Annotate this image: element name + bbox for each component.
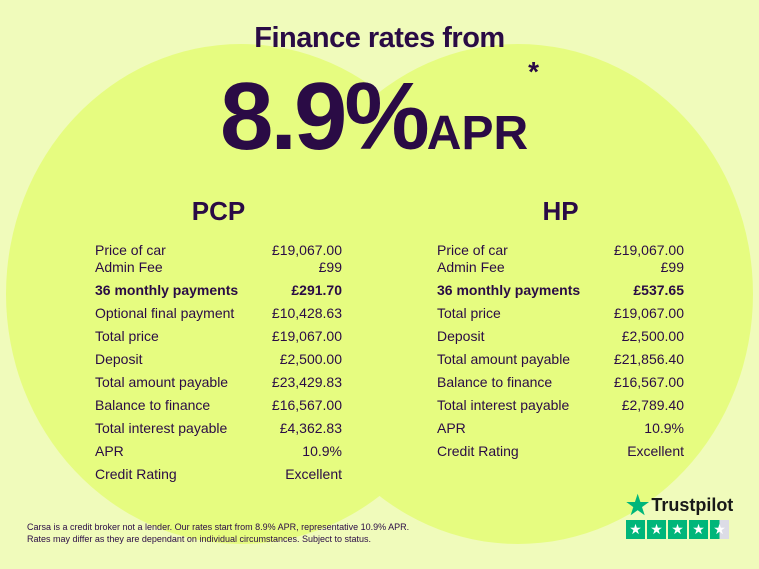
disclaimer-line-1: Carsa is a credit broker not a lender. O… <box>27 522 410 532</box>
hp-title: HP <box>542 196 579 226</box>
row-value: £19,067.00 <box>613 242 684 258</box>
row-label: APR <box>95 443 124 459</box>
row-value: £99 <box>318 259 342 275</box>
row-value: £2,789.40 <box>621 397 684 413</box>
hero-rate: 8.9%APR * <box>0 56 759 172</box>
row-value: 10.9% <box>302 443 342 459</box>
pcp-table: PCP Price of car £19,067.00 Admin Fee £99 36… <box>95 196 342 489</box>
table-row: Total amount payable £23,429.83 <box>95 374 342 391</box>
pcp-title: PCP <box>191 196 246 226</box>
table-row: Price of car £19,067.00 <box>437 242 684 259</box>
table-row: Total price £19,067.00 <box>437 305 684 322</box>
row-label: Optional final payment <box>95 305 235 321</box>
trustpilot-badge: ★ Trustpilot ★ ★ ★ ★ ★ <box>626 490 736 539</box>
apr-label: APR <box>426 107 529 160</box>
row-value: £2,500.00 <box>621 328 684 344</box>
row-label: Credit Rating <box>437 443 519 459</box>
disclaimer: Carsa is a credit broker not a lender. O… <box>27 521 427 545</box>
row-value: £23,429.83 <box>271 374 342 390</box>
row-label: Deposit <box>437 328 485 344</box>
row-label: Price of car <box>437 242 508 258</box>
table-row: Total amount payable £21,856.40 <box>437 351 684 368</box>
row-label: Total price <box>437 305 501 321</box>
row-value: £21,856.40 <box>613 351 684 367</box>
table-row: 36 monthly payments £537.65 <box>437 282 684 299</box>
rating-star-icon: ★ <box>626 520 645 539</box>
table-row: Total interest payable £2,789.40 <box>437 397 684 414</box>
row-label: Admin Fee <box>95 259 163 275</box>
row-value: £2,500.00 <box>279 351 342 367</box>
row-value: £4,362.83 <box>279 420 342 436</box>
table-row: Balance to finance £16,567.00 <box>95 397 342 414</box>
row-label: 36 monthly payments <box>95 282 239 298</box>
row-label: Total amount payable <box>95 374 229 390</box>
row-label: Price of car <box>95 242 166 258</box>
disclaimer-line-2: Rates may differ as they are dependant o… <box>27 534 372 544</box>
table-row: APR 10.9% <box>437 420 684 437</box>
table-row: Total interest payable £4,362.83 <box>95 420 342 437</box>
rate-value: 8.9% <box>219 63 430 170</box>
table-row: Admin Fee £99 <box>95 259 342 276</box>
row-value: £10,428.63 <box>271 305 342 321</box>
rating-half-star-icon: ★ <box>710 520 729 539</box>
table-row: 36 monthly payments £291.70 <box>95 282 342 299</box>
row-value: Excellent <box>285 466 342 482</box>
table-row: Optional final payment £10,428.63 <box>95 305 342 322</box>
trustpilot-rating: ★ ★ ★ ★ ★ <box>626 520 736 539</box>
row-label: Credit Rating <box>95 466 177 482</box>
row-label: Total interest payable <box>437 397 570 413</box>
row-label: APR <box>437 420 466 436</box>
row-label: 36 monthly payments <box>437 282 581 298</box>
row-value: £537.65 <box>633 282 684 298</box>
table-row: Admin Fee £99 <box>437 259 684 276</box>
table-row: Deposit £2,500.00 <box>437 328 684 345</box>
table-row: APR 10.9% <box>95 443 342 460</box>
rating-star-icon: ★ <box>689 520 708 539</box>
table-row: Balance to finance £16,567.00 <box>437 374 684 391</box>
row-label: Admin Fee <box>437 259 505 275</box>
rating-star-icon: ★ <box>668 520 687 539</box>
row-label: Total price <box>95 328 159 344</box>
headline: Finance rates from <box>254 22 505 54</box>
pcp-rows: Price of car £19,067.00 Admin Fee £99 36 mon… <box>95 242 342 483</box>
row-value: £291.70 <box>291 282 342 298</box>
hp-table: HP Price of car £19,067.00 Admin Fee £99 36 … <box>437 196 684 466</box>
table-row: Total price £19,067.00 <box>95 328 342 345</box>
row-value: £19,067.00 <box>271 242 342 258</box>
table-row: Credit Rating Excellent <box>95 466 342 483</box>
asterisk: * <box>528 56 540 87</box>
row-value: £16,567.00 <box>271 397 342 413</box>
trustpilot-name: Trustpilot <box>651 494 734 515</box>
table-row: Price of car £19,067.00 <box>95 242 342 259</box>
row-value: £19,067.00 <box>613 305 684 321</box>
row-value: £16,567.00 <box>613 374 684 390</box>
hp-rows: Price of car £19,067.00 Admin Fee £99 36 mon… <box>437 242 684 460</box>
decorative-circle-right <box>283 44 753 544</box>
row-label: Balance to finance <box>95 397 211 413</box>
rating-star-icon: ★ <box>647 520 666 539</box>
table-row: Credit Rating Excellent <box>437 443 684 460</box>
star-icon: ★ <box>626 490 650 520</box>
row-label: Total amount payable <box>437 351 571 367</box>
row-value: Excellent <box>627 443 684 459</box>
row-label: Deposit <box>95 351 143 367</box>
row-value: £99 <box>660 259 684 275</box>
row-value: 10.9% <box>644 420 684 436</box>
row-value: £19,067.00 <box>271 328 342 344</box>
row-label: Balance to finance <box>437 374 553 390</box>
row-label: Total interest payable <box>95 420 228 436</box>
table-row: Deposit £2,500.00 <box>95 351 342 368</box>
